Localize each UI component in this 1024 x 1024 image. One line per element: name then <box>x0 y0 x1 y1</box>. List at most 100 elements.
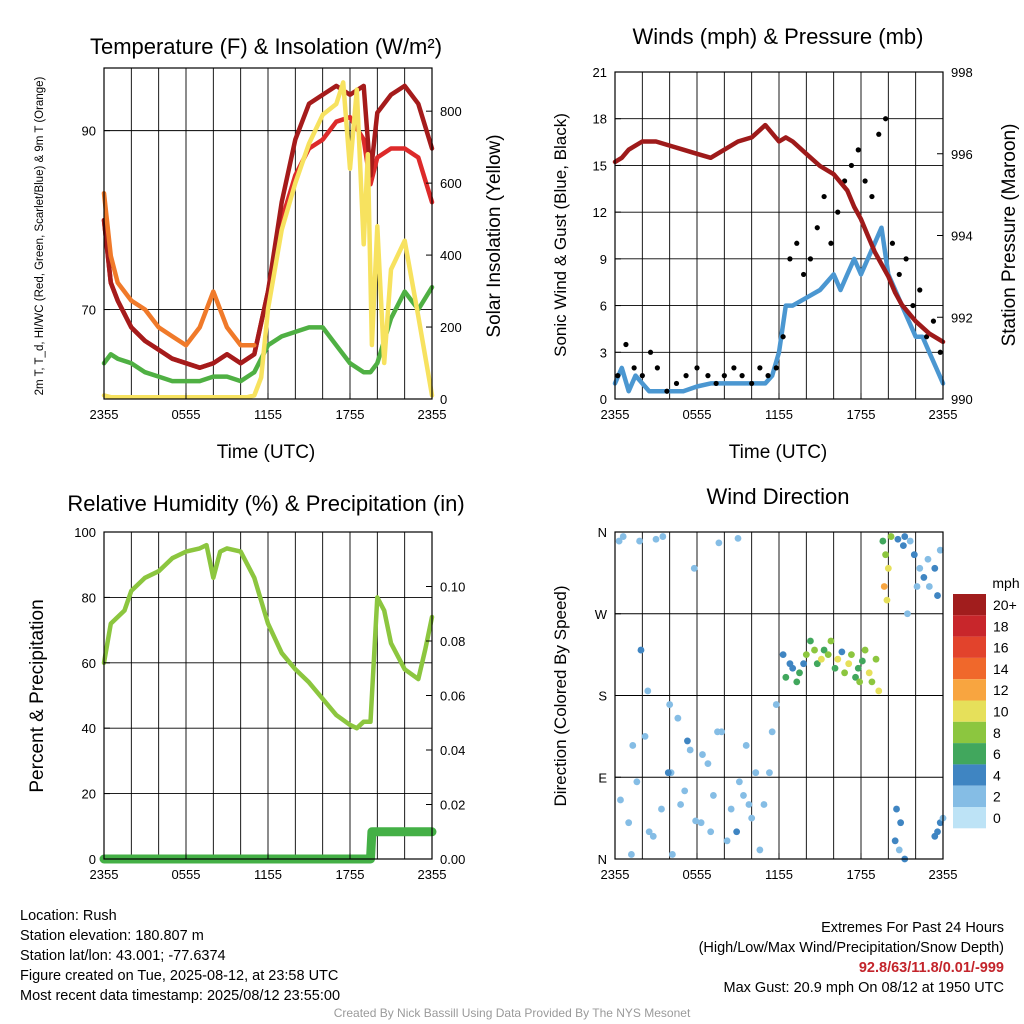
direction-point <box>766 769 773 777</box>
legend-swatch <box>953 615 986 637</box>
legend-swatch <box>953 764 986 786</box>
x-tick-label: 1755 <box>847 867 876 882</box>
direction-point <box>782 673 790 681</box>
gust-point <box>739 373 745 379</box>
direction-point <box>934 592 941 599</box>
legend-label: 10 <box>993 704 1009 720</box>
gust-point <box>876 131 882 137</box>
x-tick-label: 1155 <box>254 407 282 422</box>
direction-point <box>629 742 637 749</box>
extremes-info: Extremes For Past 24 Hours (High/Low/Max… <box>699 918 1004 998</box>
direction-point <box>893 805 900 813</box>
y-tick-label: 12 <box>593 205 607 220</box>
y-tick-label: E <box>598 770 607 785</box>
y-tick-label: 18 <box>593 112 607 127</box>
gust-point <box>896 271 902 278</box>
direction-point <box>868 678 876 686</box>
direction-point <box>715 539 723 547</box>
humidity-ylabel: Percent & Precipitation <box>27 599 48 792</box>
direction-point <box>834 655 842 663</box>
legend-label: 4 <box>993 767 1001 783</box>
gust-point <box>910 302 916 309</box>
legend-swatch <box>953 743 986 765</box>
x-tick-label: 1755 <box>336 407 365 422</box>
direction-point <box>666 701 674 708</box>
winds-series <box>612 116 946 394</box>
temperature-ylabel: 2m T, T_d, HI/WC (Red, Green, Scarlet/Bl… <box>34 76 46 395</box>
x-tick-label: 1155 <box>254 867 282 882</box>
direction-point <box>752 769 760 777</box>
y-tick-label-right: 200 <box>440 320 462 335</box>
direction-point <box>800 660 807 668</box>
direction-point <box>901 533 909 540</box>
recent-text: Most recent data timestamp: 2025/08/12 2… <box>20 988 341 1004</box>
legend-swatch <box>953 785 986 807</box>
gust-point <box>801 271 807 278</box>
max-gust-text: Max Gust: 20.9 mph On 08/12 at 1950 UTC <box>723 980 1004 996</box>
y-tick-label: 70 <box>82 303 96 318</box>
x-tick-label: 0555 <box>683 867 712 882</box>
relative-humidity-line <box>101 542 435 731</box>
gust-point <box>787 256 793 262</box>
direction-point <box>772 701 780 708</box>
station-info: Location: Rush Station elevation: 180.80… <box>20 906 340 1006</box>
gust-point <box>807 256 814 262</box>
gust-point <box>713 380 719 387</box>
x-tick-label: 1155 <box>765 407 793 422</box>
direction-point <box>756 846 764 854</box>
direction-point <box>924 555 932 563</box>
y-tick-label-right: 0.06 <box>440 689 465 704</box>
gust-point <box>883 116 889 122</box>
legend-swatch <box>953 679 986 701</box>
direction-ylabel: Direction (Colored By Speed) <box>551 585 570 806</box>
humidity-panel: 2355 0555 1155 1755 23550204060801000.000.02… <box>27 491 465 882</box>
legend-swatch <box>953 636 986 658</box>
direction-point <box>838 648 846 656</box>
gust-point <box>705 373 711 379</box>
direction-point <box>920 574 928 581</box>
direction-point <box>723 837 731 845</box>
gust-point <box>848 162 855 169</box>
x-tick-label: 2355 <box>90 867 119 882</box>
direction-point <box>628 851 635 858</box>
gust-point <box>930 318 937 324</box>
gust-point <box>773 365 779 371</box>
humidity-title: Relative Humidity (%) & Precipitation (i… <box>67 491 464 516</box>
direction-point <box>895 846 903 854</box>
direction-point <box>879 537 887 545</box>
extremes-legend: (High/Low/Max Wind/Precipitation/Snow De… <box>698 940 1004 956</box>
y-tick-label: N <box>598 852 607 867</box>
direction-point <box>913 583 921 590</box>
temperature-panel: 2355 0555 1155 1755 2355 70 90 0 200 400 600 800 Te… <box>34 34 505 463</box>
temperature-xlabel: Time (UTC) <box>217 442 316 463</box>
direction-point <box>748 814 756 822</box>
direction-point <box>827 637 835 645</box>
direction-grid <box>615 532 943 859</box>
direction-point <box>659 533 667 540</box>
gust-point <box>647 349 654 355</box>
gust-point <box>721 373 727 379</box>
extremes-title: Extremes For Past 24 Hours <box>821 920 1004 936</box>
direction-point <box>936 546 944 554</box>
gust-point <box>757 365 763 371</box>
direction-point <box>735 778 743 786</box>
gust-point <box>917 287 923 293</box>
x-tick-label: 2355 <box>929 407 958 422</box>
direction-point <box>699 751 706 758</box>
y-tick-label-right: 0.00 <box>440 852 465 867</box>
direction-point <box>664 769 672 777</box>
direction-point <box>760 801 768 808</box>
direction-point <box>644 687 652 695</box>
y-tick-label-right: 800 <box>440 104 462 119</box>
x-tick-label: 0555 <box>172 867 201 882</box>
direction-point <box>796 669 803 677</box>
x-tick-label: 2355 <box>601 407 630 422</box>
direction-point <box>891 837 899 845</box>
y-tick-label: 40 <box>82 721 96 736</box>
direction-point <box>931 564 939 572</box>
direction-point <box>619 533 627 540</box>
legend-label: 18 <box>993 618 1009 634</box>
legend-label: 14 <box>993 661 1009 677</box>
direction-point <box>733 828 741 836</box>
